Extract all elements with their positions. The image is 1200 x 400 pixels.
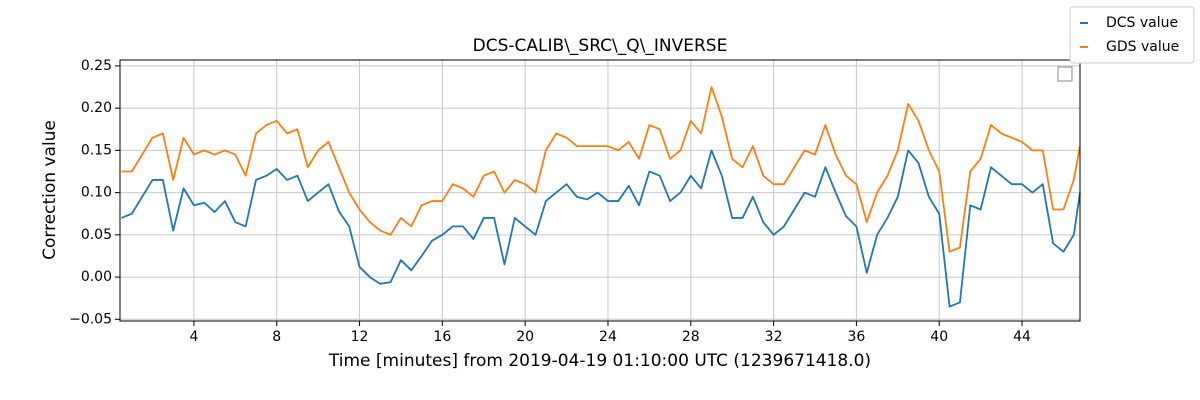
x-tick-label: 40	[930, 329, 948, 345]
plot-frame	[119, 59, 1081, 322]
data-line	[121, 86, 1081, 253]
x-tick-label: 36	[847, 329, 865, 345]
y-tick-label: −0.05	[69, 311, 112, 327]
data-line	[121, 149, 1081, 308]
x-tick-label: 44	[1013, 329, 1031, 345]
y-tick-label: 0.05	[81, 227, 112, 243]
legend-label: DCS value	[1106, 15, 1178, 31]
x-tick-label: 8	[272, 329, 281, 345]
x-tick-label: 28	[682, 329, 700, 345]
x-tick-label: 12	[351, 329, 369, 345]
y-tick-label: 0.20	[81, 100, 112, 116]
chart-title: DCS-CALIB\_SRC\_Q\_INVERSE	[473, 36, 728, 56]
y-tick-label: 0.15	[81, 142, 112, 158]
y-tick-label: 0.10	[81, 185, 112, 201]
x-tick-label: 24	[599, 329, 617, 345]
x-tick-label: 32	[765, 329, 783, 345]
x-tick-label: 16	[433, 329, 451, 345]
x-tick-label: 4	[189, 329, 198, 345]
legend-label: GDS value	[1106, 39, 1179, 55]
legend-box	[1069, 6, 1195, 64]
x-tick-label: 20	[516, 329, 534, 345]
empty-legend-box	[1057, 66, 1073, 82]
x-axis-label: Time [minutes] from 2019-04-19 01:10:00 …	[328, 351, 871, 371]
y-axis-label: Correction value	[40, 120, 60, 260]
y-tick-label: 0.25	[81, 58, 112, 74]
y-tick-label: 0.00	[81, 269, 112, 285]
